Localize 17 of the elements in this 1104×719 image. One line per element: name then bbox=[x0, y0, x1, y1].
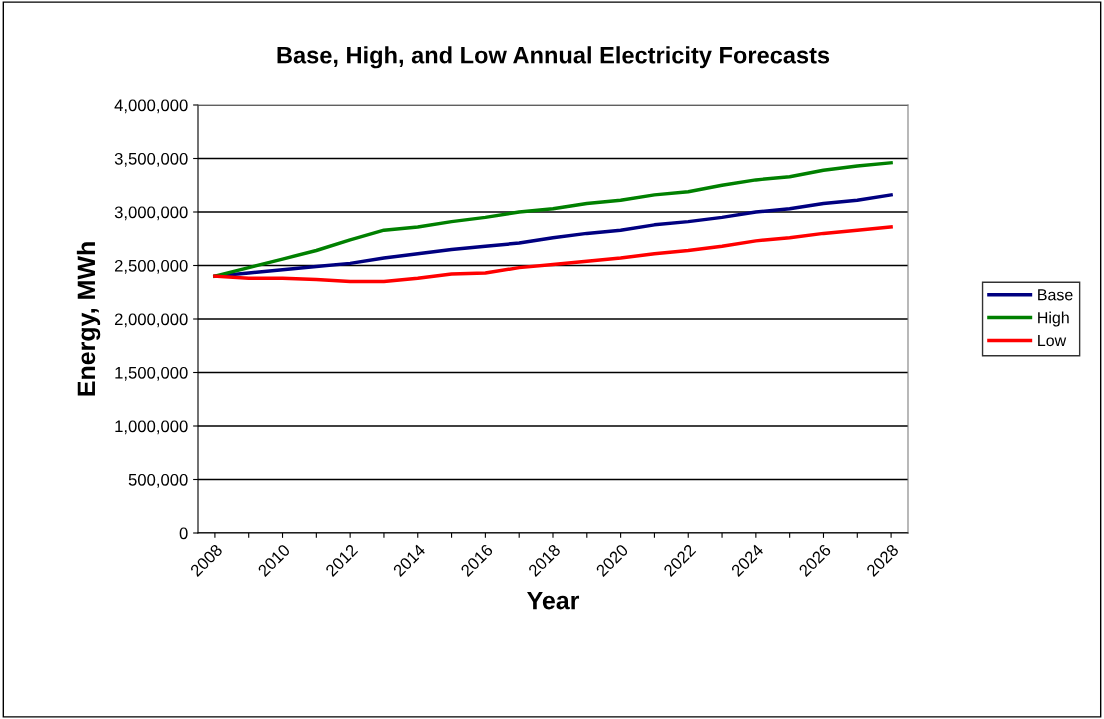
chart-title: Base, High, and Low Annual Electricity Forecasts bbox=[277, 46, 830, 69]
y-tick-label: 1,000,000 bbox=[115, 420, 188, 435]
y-tick-label: 500,000 bbox=[128, 473, 188, 488]
y-tick-label: 3,000,000 bbox=[114, 206, 188, 221]
y-tick-label: 0 bbox=[179, 527, 188, 540]
y-tick-label: 3,500,000 bbox=[114, 152, 188, 167]
y-axis-title: Energy, MWh bbox=[76, 242, 101, 396]
y-tick-label: 1,500,000 bbox=[115, 366, 188, 381]
y-tick-label: 2,500,000 bbox=[114, 259, 188, 274]
legend-label: Base bbox=[1038, 289, 1073, 301]
y-tick-label: 4,000,000 bbox=[114, 99, 188, 114]
line-series bbox=[213, 225, 893, 284]
x-axis-title: Year bbox=[527, 591, 580, 610]
legend-label: Low bbox=[1038, 335, 1067, 347]
legend-label: High bbox=[1038, 311, 1069, 327]
y-tick-label: 2,000,000 bbox=[114, 313, 188, 328]
line-series bbox=[213, 161, 893, 278]
